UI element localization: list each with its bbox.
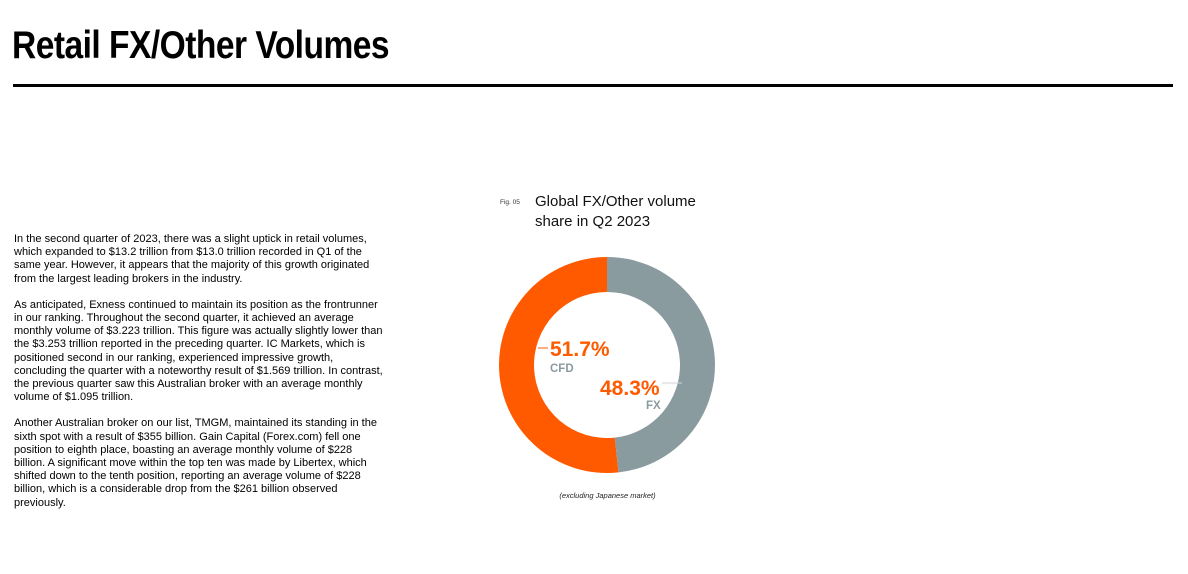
body-paragraph: As anticipated, Exness continued to main…	[14, 298, 383, 404]
donut-slice-cfd	[499, 257, 619, 473]
donut-slice-fx	[607, 257, 716, 473]
cfd-percent-label: 51.7%	[550, 338, 610, 361]
page-title: Retail FX/Other Volumes	[12, 24, 390, 67]
body-paragraph: Another Australian broker on our list, T…	[14, 417, 377, 509]
article-body: In the second quarter of 2023, there was…	[14, 233, 384, 523]
cfd-category-label: CFD	[550, 363, 574, 375]
fx-percent-label: 48.3%	[600, 377, 660, 400]
title-divider	[13, 84, 1173, 87]
chart-title: Global FX/Other volume share in Q2 2023	[535, 193, 696, 230]
donut-chart	[499, 257, 716, 473]
body-paragraph: In the second quarter of 2023, there was…	[14, 233, 370, 285]
figure-footnote: (excluding Japanese market)	[559, 491, 656, 500]
fx-category-label: FX	[646, 400, 661, 412]
figure-label: Fig. 05	[500, 199, 520, 206]
